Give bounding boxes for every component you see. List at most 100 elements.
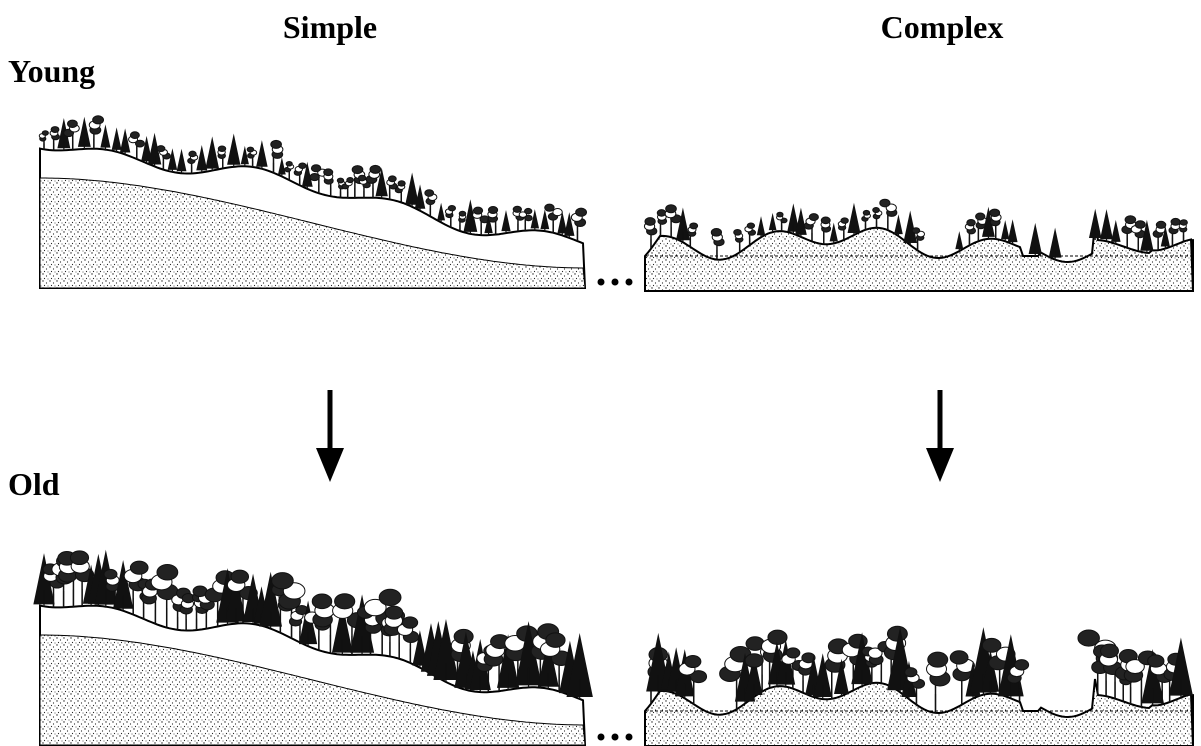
tree xyxy=(156,145,166,153)
tree xyxy=(412,630,428,666)
tree xyxy=(981,649,1000,692)
tree xyxy=(414,184,426,209)
tree xyxy=(745,653,763,695)
tree xyxy=(501,210,511,232)
tree xyxy=(1168,637,1193,696)
tree xyxy=(141,135,153,162)
tree xyxy=(285,160,293,167)
tree xyxy=(515,621,542,686)
tree xyxy=(540,209,550,230)
tree xyxy=(401,616,419,629)
tree xyxy=(795,207,807,235)
tree xyxy=(981,206,995,237)
tree xyxy=(309,173,320,182)
tree xyxy=(545,632,566,648)
tree xyxy=(684,655,702,669)
tree xyxy=(363,598,387,617)
tree xyxy=(813,653,832,698)
arrow xyxy=(316,390,344,482)
tree xyxy=(112,560,134,609)
tree xyxy=(472,206,484,215)
tree xyxy=(147,132,162,165)
tree xyxy=(453,628,474,645)
tree xyxy=(167,148,178,170)
tree xyxy=(1134,220,1146,229)
tree xyxy=(217,145,227,153)
tree xyxy=(756,216,766,236)
tree xyxy=(92,115,105,125)
tree xyxy=(196,144,208,171)
tree xyxy=(1147,654,1165,668)
tree xyxy=(1100,643,1119,659)
tree xyxy=(205,136,220,169)
arrow xyxy=(926,390,954,482)
tree xyxy=(225,572,246,622)
tree xyxy=(103,568,118,580)
tree xyxy=(1000,220,1010,240)
tree xyxy=(524,214,533,222)
tree xyxy=(949,650,969,665)
tree xyxy=(246,146,255,153)
tree xyxy=(378,588,402,607)
tree xyxy=(397,180,406,187)
tree xyxy=(259,571,283,627)
tree xyxy=(833,658,849,694)
tree xyxy=(111,127,122,150)
tree xyxy=(675,207,690,241)
tree xyxy=(656,209,667,217)
tree xyxy=(690,670,708,684)
tree xyxy=(537,636,559,687)
tree xyxy=(746,222,756,229)
tree xyxy=(1077,629,1100,647)
tree xyxy=(301,161,313,187)
bedrock xyxy=(39,177,586,289)
tree xyxy=(544,203,555,212)
tree xyxy=(1140,219,1154,251)
tree xyxy=(447,205,456,212)
tree xyxy=(298,162,307,169)
tree xyxy=(564,212,575,236)
tree xyxy=(484,214,493,234)
tree xyxy=(77,116,91,147)
bedrock xyxy=(39,634,586,746)
row-title: Young xyxy=(8,53,95,89)
tree xyxy=(524,207,533,215)
tree xyxy=(894,214,903,235)
tree xyxy=(271,572,294,590)
tree xyxy=(424,189,435,197)
tree xyxy=(331,602,353,653)
tree xyxy=(927,651,949,668)
tree xyxy=(50,126,60,133)
tree xyxy=(1014,659,1030,671)
tree xyxy=(405,172,419,205)
tree xyxy=(310,164,322,173)
tree xyxy=(351,165,364,175)
tree xyxy=(530,209,540,229)
tree xyxy=(349,594,375,653)
tree xyxy=(387,175,397,183)
tree xyxy=(1111,219,1121,242)
tree xyxy=(886,625,908,642)
column-title: Complex xyxy=(881,9,1004,45)
row-title: Old xyxy=(8,466,60,502)
tree xyxy=(1155,220,1167,229)
tree xyxy=(820,216,831,225)
tree xyxy=(230,569,250,584)
tree xyxy=(227,133,241,165)
tree xyxy=(1160,225,1170,247)
tree xyxy=(1170,217,1181,226)
tree xyxy=(904,667,918,678)
tree xyxy=(346,177,355,184)
tree xyxy=(911,227,921,234)
tree xyxy=(334,593,356,610)
tree xyxy=(862,209,871,216)
ellipsis xyxy=(597,278,633,741)
tree xyxy=(840,217,849,224)
tree xyxy=(156,563,179,581)
tree xyxy=(129,560,149,575)
tree xyxy=(981,637,1002,653)
tree xyxy=(357,174,367,182)
tree xyxy=(433,618,459,680)
tree xyxy=(69,550,90,566)
tree xyxy=(665,204,677,214)
